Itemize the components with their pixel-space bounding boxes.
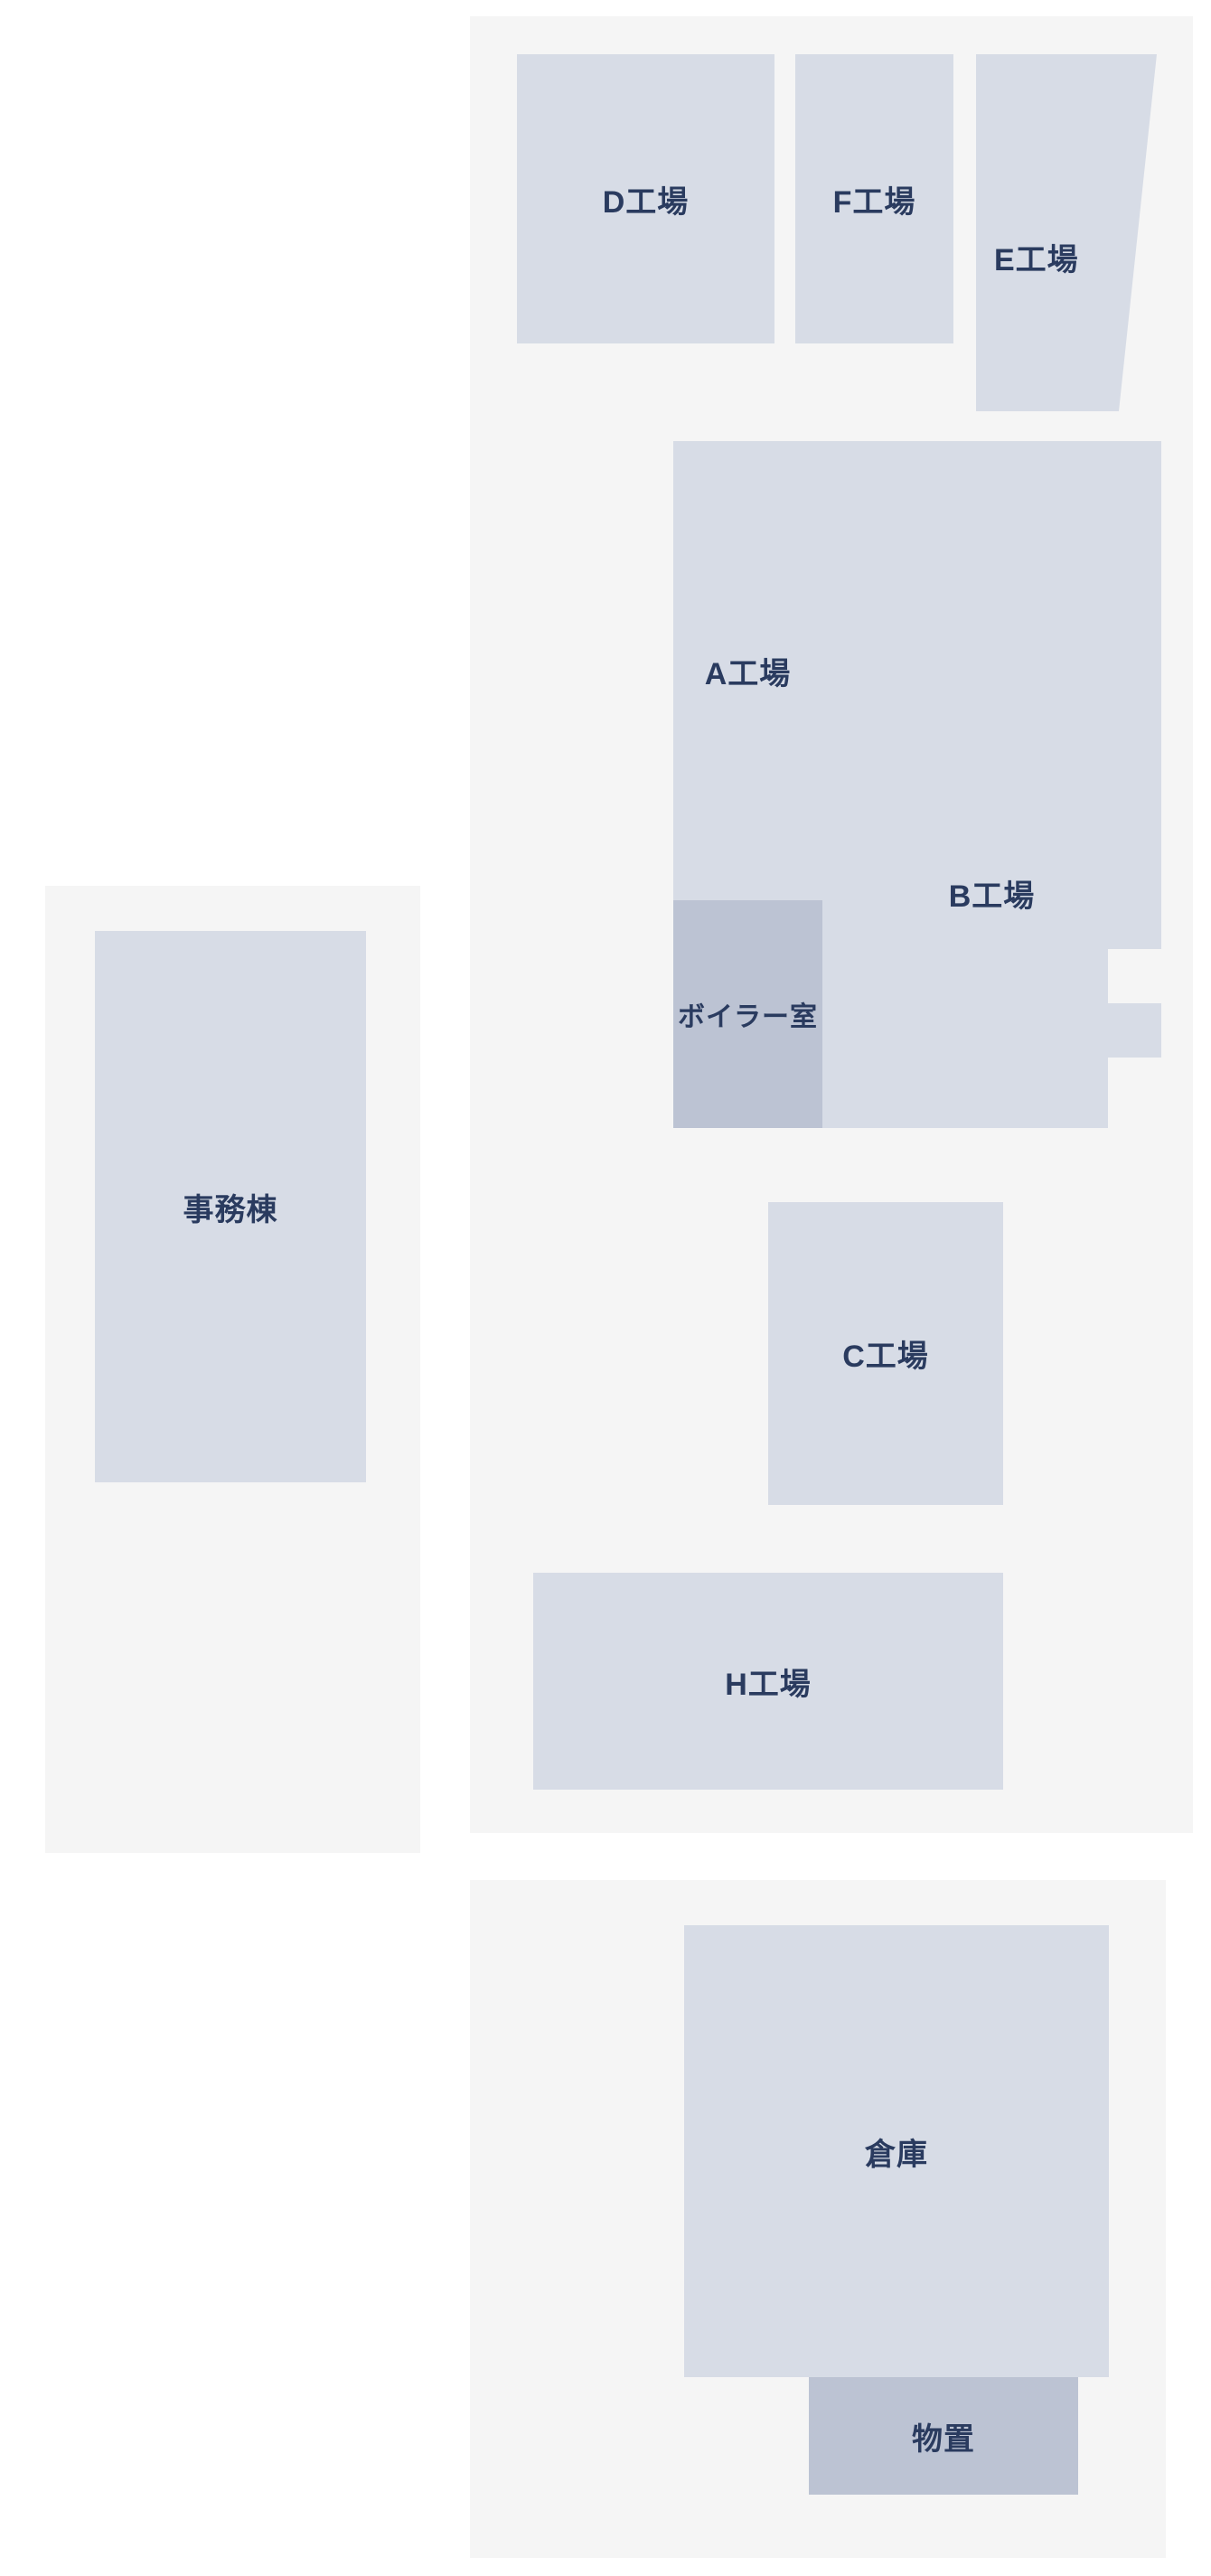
factory-a: A工場 <box>673 441 822 900</box>
b-notch-upper <box>1108 949 1162 1003</box>
office-building-label: 事務棟 <box>183 1185 278 1229</box>
warehouse-label: 倉庫 <box>865 2129 928 2174</box>
boiler-room-label: ボイラー室 <box>678 994 818 1034</box>
factory-a-label: A工場 <box>705 649 792 693</box>
b-notch-lower <box>1108 1058 1162 1128</box>
office-building: 事務棟 <box>95 931 366 1482</box>
factory-f: F工場 <box>795 54 953 343</box>
factory-c-label: C工場 <box>842 1331 929 1376</box>
factory-e-label: E工場 <box>994 235 1079 279</box>
factory-b: B工場 <box>822 441 1161 1128</box>
storage-shed-label: 物置 <box>912 2414 975 2458</box>
factory-e <box>976 54 1157 411</box>
factory-c: C工場 <box>768 1202 1003 1505</box>
factory-b-label: B工場 <box>949 871 1036 916</box>
site-plan-canvas: 事務棟 D工場 F工場 A工場 B工場ボイラー室 C工場 H工場倉庫物置 E工場 <box>0 0 1211 2576</box>
factory-d-label: D工場 <box>603 177 690 221</box>
factory-h: H工場 <box>533 1573 1003 1790</box>
boiler-room: ボイラー室 <box>673 900 822 1128</box>
factory-h-label: H工場 <box>725 1659 812 1704</box>
factory-f-label: F工場 <box>833 177 916 221</box>
warehouse: 倉庫 <box>684 1925 1109 2377</box>
factory-d: D工場 <box>517 54 774 343</box>
storage-shed: 物置 <box>809 2377 1078 2495</box>
